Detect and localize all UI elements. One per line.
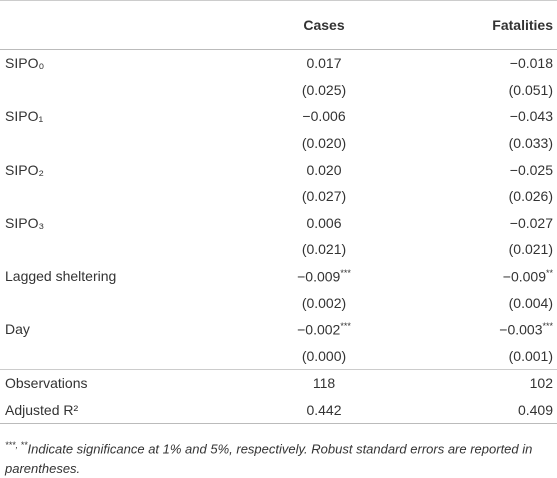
cell-value: (0.000) [301, 347, 347, 364]
cell-value: (0.027) [301, 188, 347, 205]
cell-value: (0.026) [508, 188, 553, 205]
cell: −0.043 [412, 103, 557, 130]
cell-value: −0.009 [297, 268, 341, 285]
cell-value: (0.020) [301, 135, 347, 152]
cell-value: (0.021) [508, 241, 553, 258]
table-row: SIPO₁ −0.006 −0.043 [0, 103, 557, 130]
cell: (0.020) [236, 130, 412, 157]
cell: (0.002) [236, 289, 412, 316]
row-label: SIPO₂ [5, 161, 44, 178]
cell: −0.002*** [236, 316, 412, 343]
table-row: (0.002) (0.004) [0, 289, 557, 316]
footnote-marks: ***, ** [5, 440, 28, 451]
cell-value: −0.002 [297, 321, 341, 338]
table-row: SIPO₃ 0.006 −0.027 [0, 210, 557, 237]
corner [0, 0, 236, 50]
cell: −0.018 [412, 50, 557, 77]
results-table: Cases Fatalities SIPO₀ 0.017 −0.018 (0.025)… [0, 0, 557, 425]
cell: (0.051) [412, 77, 557, 104]
cell: 0.409 [412, 396, 557, 425]
header-row: Cases Fatalities [0, 0, 557, 50]
cell: 0.442 [236, 396, 412, 425]
table-row: (0.020) (0.033) [0, 130, 557, 157]
table-row: Lagged sheltering −0.009*** −0.009** [0, 263, 557, 290]
cell: (0.021) [236, 236, 412, 263]
table-body: SIPO₀ 0.017 −0.018 (0.025) (0.051) SIPO₁ −0.00… [0, 50, 557, 425]
cell: (0.021) [412, 236, 557, 263]
footnote-text: Indicate significance at 1% and 5%, resp… [5, 441, 533, 476]
cell: 0.020 [236, 156, 412, 183]
table-row: Observations 118 102 [0, 369, 557, 397]
cell-value: (0.004) [508, 294, 553, 311]
cell: (0.027) [236, 183, 412, 210]
cell-value: 102 [529, 375, 553, 392]
cell-value: −0.006 [302, 108, 346, 125]
row-label [0, 289, 236, 316]
significance: *** [340, 267, 351, 278]
cell: (0.001) [412, 343, 557, 370]
row-label [0, 130, 236, 157]
cell: 0.017 [236, 50, 412, 77]
cell-value: −0.025 [509, 161, 553, 178]
cell: 0.006 [236, 210, 412, 237]
cell-value: −0.003 [499, 321, 543, 338]
significance: *** [340, 320, 351, 331]
row-label [0, 77, 236, 104]
column-header: Fatalities [412, 0, 557, 50]
column-header: Cases [236, 0, 412, 50]
cell-value: 0.442 [306, 402, 342, 419]
cell: (0.004) [412, 289, 557, 316]
footnote: ***, **Indicate significance at 1% and 5… [0, 424, 557, 477]
cell: (0.025) [236, 77, 412, 104]
row-label: SIPO₁ [5, 108, 44, 125]
table-row: (0.021) (0.021) [0, 236, 557, 263]
cell-value: 118 [312, 375, 336, 392]
row-label: Lagged sheltering [5, 268, 117, 285]
cell: −0.025 [412, 156, 557, 183]
cell: −0.009*** [236, 263, 412, 290]
table-row: SIPO₂ 0.020 −0.025 [0, 156, 557, 183]
significance: ** [545, 267, 553, 278]
table-row: (0.025) (0.051) [0, 77, 557, 104]
row-label: SIPO₀ [5, 55, 45, 72]
table-row: SIPO₀ 0.017 −0.018 [0, 50, 557, 77]
cell-value: (0.051) [508, 81, 553, 98]
row-label: Day [5, 321, 30, 338]
table-row: Adjusted R² 0.442 0.409 [0, 396, 557, 425]
cell: −0.009** [412, 263, 557, 290]
row-label: Observations [0, 369, 236, 397]
row-label: SIPO₃ [5, 214, 45, 231]
cell: −0.027 [412, 210, 557, 237]
row-label [0, 343, 236, 370]
row-label [0, 183, 236, 210]
cell: (0.033) [412, 130, 557, 157]
cell-value: (0.002) [301, 294, 347, 311]
cell-value: −0.018 [509, 55, 553, 72]
cell-value: −0.027 [509, 214, 553, 231]
significance: *** [542, 320, 553, 331]
row-label: Adjusted R² [0, 396, 236, 425]
cell-value: 0.020 [306, 161, 342, 178]
cell: (0.026) [412, 183, 557, 210]
cell-value: (0.001) [508, 347, 553, 364]
cell: (0.000) [236, 343, 412, 370]
cell-value: (0.025) [301, 81, 347, 98]
cell-value: 0.409 [517, 402, 553, 419]
cell-value: −0.043 [509, 108, 553, 125]
cell-value: (0.021) [301, 241, 347, 258]
table-row: (0.027) (0.026) [0, 183, 557, 210]
cell-value: (0.033) [508, 135, 553, 152]
table-row: Day −0.002*** −0.003*** [0, 316, 557, 343]
cell: 102 [412, 369, 557, 397]
table-row: (0.000) (0.001) [0, 343, 557, 370]
cell: −0.003*** [412, 316, 557, 343]
cell: −0.006 [236, 103, 412, 130]
cell-value: −0.009 [502, 268, 546, 285]
cell: 118 [236, 369, 412, 397]
cell-value: 0.006 [306, 214, 342, 231]
row-label [0, 236, 236, 263]
cell-value: 0.017 [306, 55, 342, 72]
